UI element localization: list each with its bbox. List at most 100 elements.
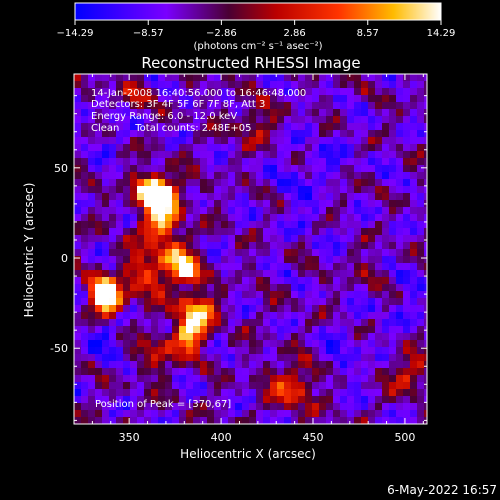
heatmap-cell: [298, 326, 306, 334]
heatmap-cell: [256, 242, 264, 250]
heatmap-cell: [88, 333, 96, 341]
heatmap-cell: [354, 109, 362, 117]
heatmap-cell: [81, 172, 89, 180]
heatmap-cell: [361, 326, 369, 334]
heatmap-cell: [284, 200, 292, 208]
heatmap-cell: [389, 123, 397, 131]
heatmap-cell: [270, 368, 278, 376]
heatmap-cell: [193, 151, 201, 159]
heatmap-cell: [347, 242, 355, 250]
heatmap-cell: [193, 326, 201, 334]
heatmap-cell: [137, 389, 145, 397]
heatmap-cell: [291, 242, 299, 250]
heatmap-cell: [151, 249, 159, 257]
heatmap-cell: [109, 130, 117, 138]
heatmap-cell: [284, 368, 292, 376]
colorbar-tick-label: 2.86: [283, 28, 305, 39]
heatmap-cell: [326, 249, 334, 257]
heatmap-cell: [319, 375, 327, 383]
heatmap-cell: [242, 200, 250, 208]
heatmap-cell: [382, 361, 390, 369]
heatmap-cell: [396, 193, 404, 201]
heatmap-cell: [354, 277, 362, 285]
heatmap-cell: [235, 179, 243, 187]
heatmap-cell: [312, 95, 320, 103]
heatmap-cell: [256, 368, 264, 376]
heatmap-cell: [81, 221, 89, 229]
heatmap-cell: [263, 116, 271, 124]
heatmap-cell: [354, 389, 362, 397]
heatmap-cell: [214, 221, 222, 229]
heatmap-cell: [396, 109, 404, 117]
heatmap-cell: [312, 130, 320, 138]
heatmap-cell: [284, 347, 292, 355]
heatmap-cell: [102, 158, 110, 166]
heatmap-cell: [235, 389, 243, 397]
heatmap-cell: [424, 403, 427, 411]
heatmap-cell: [102, 242, 110, 250]
heatmap-cell: [354, 347, 362, 355]
heatmap-cell: [340, 305, 348, 313]
heatmap-cell: [354, 179, 362, 187]
heatmap-cell: [130, 277, 138, 285]
heatmap-cell: [277, 172, 285, 180]
heatmap-cell: [256, 333, 264, 341]
heatmap-cell: [382, 312, 390, 320]
heatmap-cell: [403, 347, 411, 355]
heatmap-cell: [417, 186, 425, 194]
heatmap-cell: [270, 298, 278, 306]
heatmap-cell: [102, 312, 110, 320]
heatmap-cell: [214, 207, 222, 215]
heatmap-cell: [354, 291, 362, 299]
heatmap-cell: [249, 235, 257, 243]
heatmap-cell: [382, 389, 390, 397]
heatmap-cell: [354, 137, 362, 145]
heatmap-cell: [186, 193, 194, 201]
heatmap-cell: [165, 319, 173, 327]
heatmap-cell: [158, 389, 166, 397]
heatmap-cell: [277, 116, 285, 124]
heatmap-cell: [347, 88, 355, 96]
heatmap-cell: [270, 270, 278, 278]
heatmap-cell: [424, 375, 427, 383]
heatmap-cell: [375, 214, 383, 222]
heatmap-cell: [102, 200, 110, 208]
heatmap-cell: [249, 214, 257, 222]
heatmap-cell: [186, 151, 194, 159]
colorbar-units-label: (photons cm⁻² s⁻¹ asec⁻²): [193, 41, 322, 52]
heatmap-cell: [361, 123, 369, 131]
heatmap-cell: [284, 284, 292, 292]
heatmap-cell: [186, 165, 194, 173]
heatmap-cell: [277, 291, 285, 299]
heatmap-cell: [263, 361, 271, 369]
heatmap-cell: [81, 410, 89, 418]
heatmap-cell: [382, 347, 390, 355]
heatmap-cell: [235, 291, 243, 299]
heatmap-cell: [123, 207, 131, 215]
heatmap-cell: [263, 123, 271, 131]
heatmap-cell: [312, 102, 320, 110]
heatmap-cell: [130, 102, 138, 110]
heatmap-cell: [417, 242, 425, 250]
heatmap-image: [74, 74, 427, 424]
heatmap-cell: [319, 319, 327, 327]
heatmap-cell: [256, 235, 264, 243]
heatmap-cell: [165, 333, 173, 341]
heatmap-cell: [186, 340, 194, 348]
heatmap-cell: [74, 326, 82, 334]
heatmap-cell: [368, 298, 376, 306]
heatmap-cell: [270, 410, 278, 418]
heatmap-cell: [347, 298, 355, 306]
heatmap-cell: [109, 396, 117, 404]
heatmap-cell: [109, 74, 117, 82]
heatmap-cell: [165, 382, 173, 390]
heatmap-cell: [256, 186, 264, 194]
heatmap-cell: [179, 319, 187, 327]
heatmap-cell: [347, 81, 355, 89]
annotation-time: 14-Jan-2008 16:40:56.000 to 16:46:48.000: [91, 88, 306, 99]
heatmap-cell: [172, 151, 180, 159]
heatmap-cell: [312, 410, 320, 418]
heatmap-cell: [305, 193, 313, 201]
heatmap-cell: [158, 137, 166, 145]
heatmap-cell: [123, 165, 131, 173]
